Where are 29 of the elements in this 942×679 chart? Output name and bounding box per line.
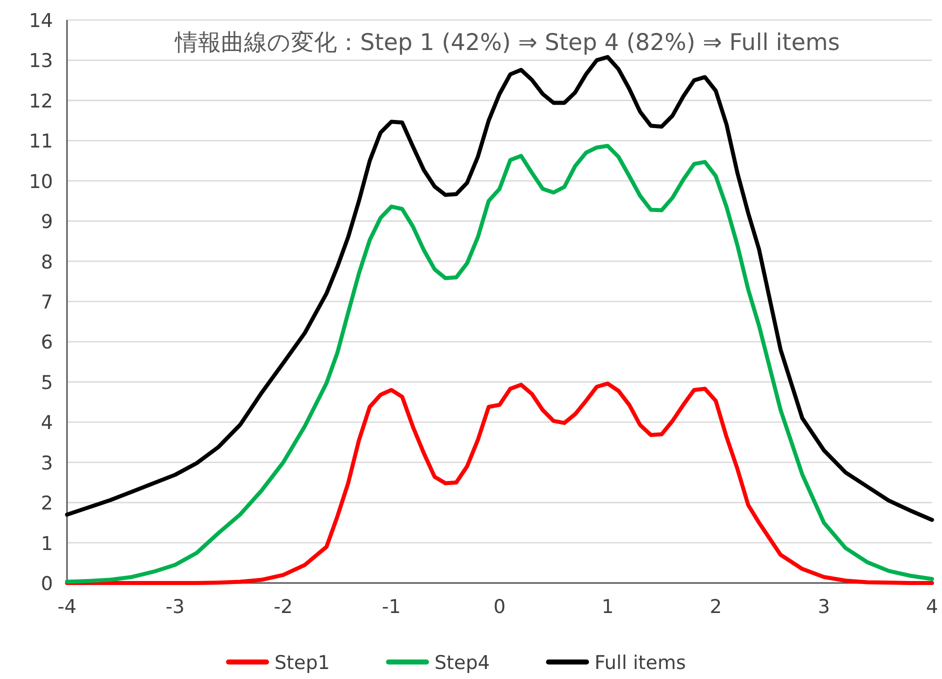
legend-label: Step4	[434, 652, 490, 674]
x-tick-label: 3	[818, 596, 830, 618]
y-tick-label: 13	[28, 50, 53, 72]
legend-label: Step1	[274, 652, 330, 674]
y-tick-label: 4	[40, 412, 53, 434]
y-tick-label: 9	[40, 211, 53, 234]
y-tick-label: 10	[28, 170, 53, 193]
chart-title: 情報曲線の変化：Step 1 (42%) ⇒ Step 4 (82%) ⇒ Full items	[174, 30, 840, 56]
x-tick-label: 1	[602, 596, 614, 618]
y-tick-label: 14	[28, 10, 53, 32]
line-series	[65, 55, 934, 522]
y-tick-label: 5	[40, 372, 53, 394]
x-tick-label: -4	[58, 596, 76, 618]
y-tick-label: 8	[40, 251, 53, 274]
y-tick-label: 1	[40, 532, 53, 555]
legend-label: Full items	[594, 652, 686, 674]
x-tick-label: 4	[926, 596, 938, 618]
y-tick-label: 2	[40, 492, 53, 515]
x-tick-label: 0	[493, 596, 506, 618]
x-tick-label: -3	[166, 596, 185, 618]
y-tick-label: 0	[40, 573, 53, 595]
y-tick-label: 7	[40, 292, 53, 314]
x-tick-label: -2	[274, 596, 293, 618]
x-tick-label: 2	[710, 596, 722, 618]
y-tick-label: 3	[40, 452, 53, 474]
y-tick-label: 6	[40, 332, 53, 354]
x-tick-label: -1	[382, 596, 401, 618]
y-tick-label: 12	[28, 90, 53, 112]
y-tick-label: 11	[28, 130, 53, 153]
